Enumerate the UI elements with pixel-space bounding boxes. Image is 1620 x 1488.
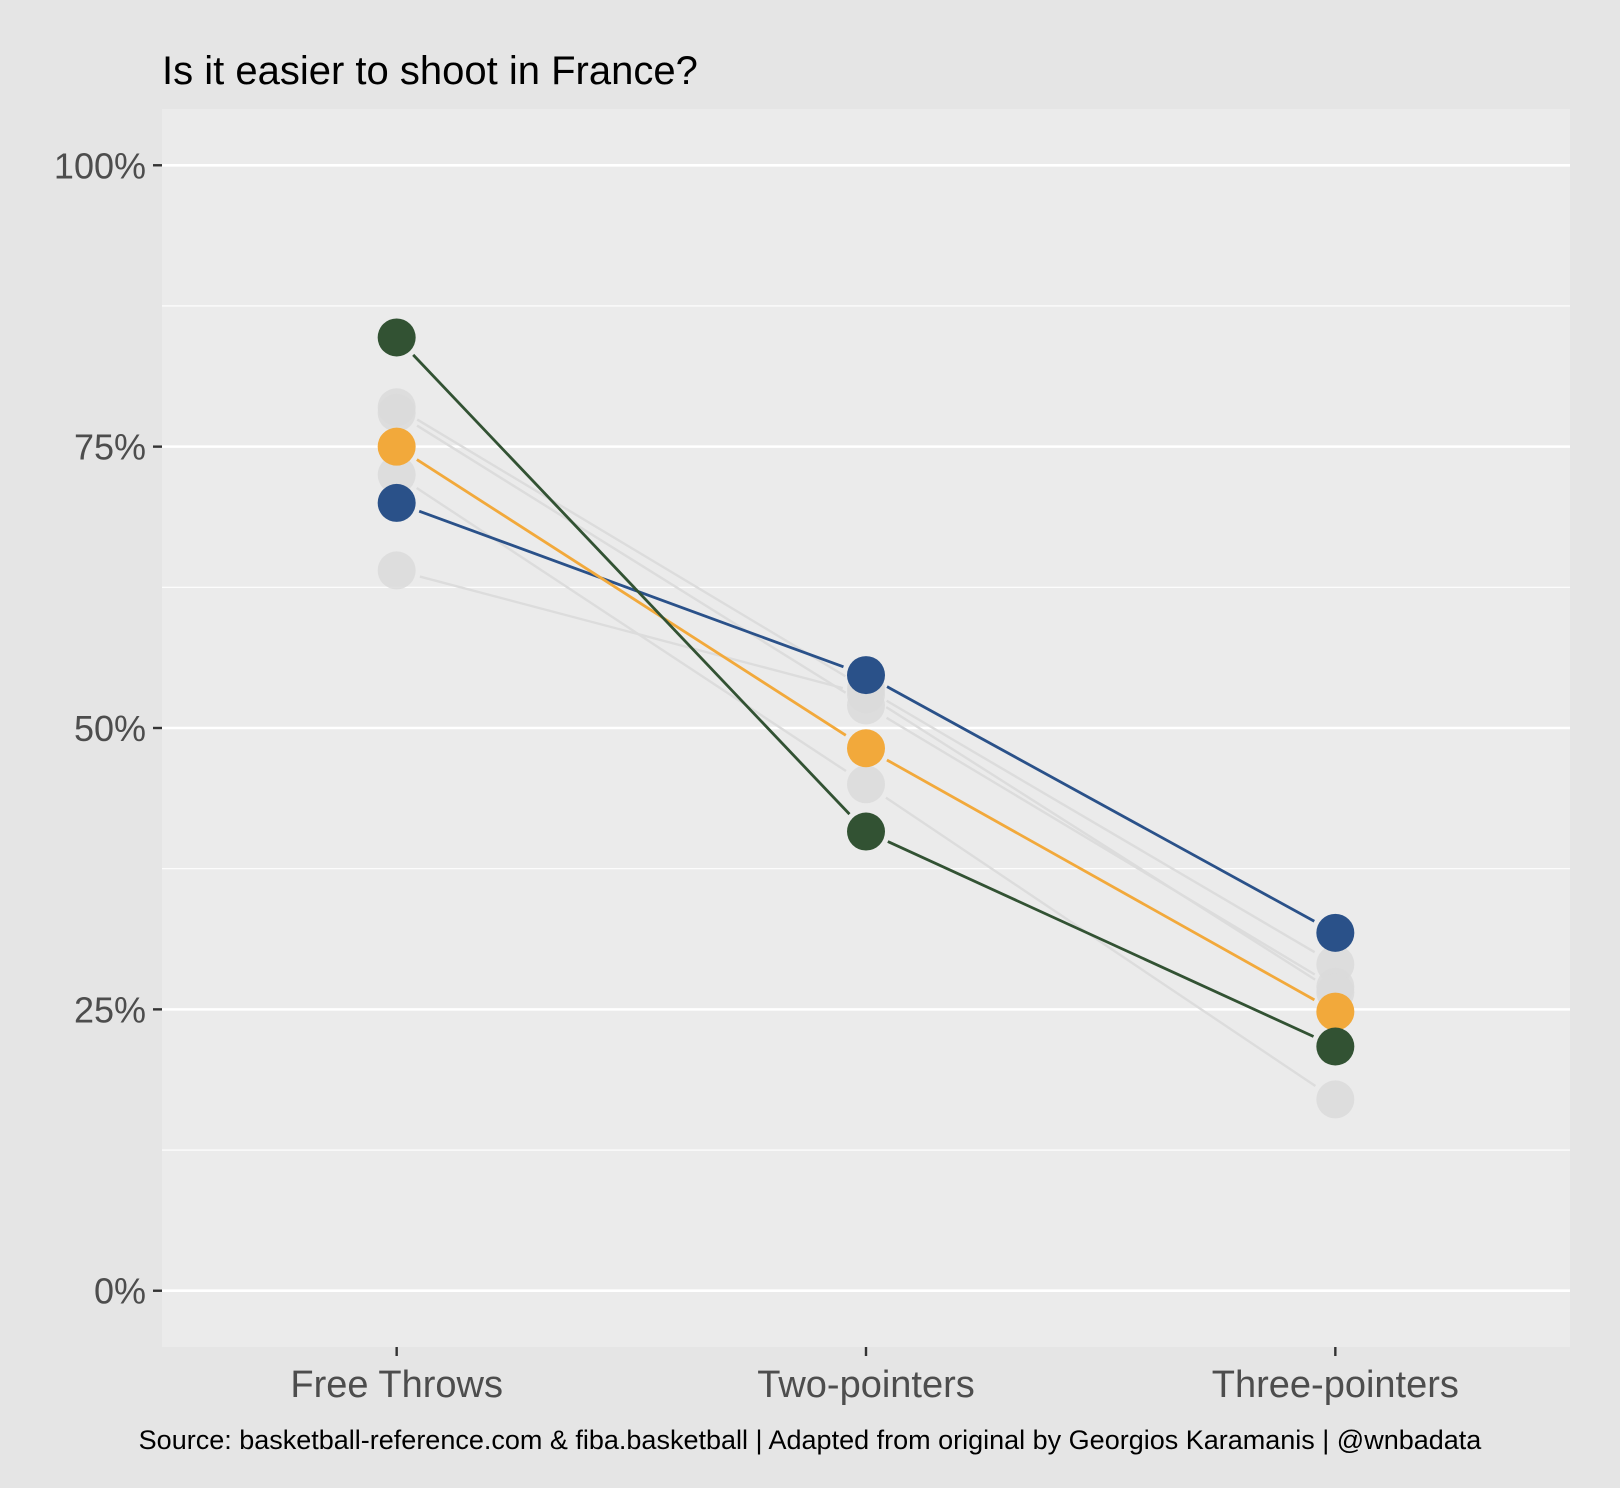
x-tick-label: Free Throws bbox=[290, 1364, 503, 1406]
series-line-segment bbox=[886, 758, 1316, 1002]
series-line-segment bbox=[886, 685, 1315, 923]
data-point bbox=[377, 551, 416, 590]
data-point bbox=[847, 656, 885, 695]
y-tick-label: 0% bbox=[94, 1271, 146, 1312]
data-point bbox=[377, 393, 416, 432]
data-point bbox=[847, 765, 885, 804]
y-tick-label: 50% bbox=[74, 708, 146, 749]
series-line-segment bbox=[412, 353, 851, 816]
data-point bbox=[1316, 992, 1355, 1031]
point-layer bbox=[377, 318, 1355, 1119]
series-line-segment bbox=[885, 706, 1316, 981]
x-tick-label: Two-pointers bbox=[757, 1364, 975, 1406]
data-point bbox=[847, 729, 885, 768]
series-line-segment bbox=[416, 418, 847, 678]
data-point bbox=[1316, 913, 1355, 952]
data-point bbox=[847, 812, 885, 851]
data-point bbox=[377, 318, 416, 357]
axis-layer: 0% 25% 50% 75% 100% Free Throws Two-pointers Th… bbox=[54, 145, 1459, 1406]
data-point bbox=[377, 455, 416, 494]
data-point bbox=[377, 427, 416, 466]
series-line-segment bbox=[885, 716, 1316, 976]
series-line-segment bbox=[416, 424, 847, 694]
x-tick-label: Three-pointers bbox=[1212, 1364, 1459, 1406]
series-line-segment bbox=[887, 840, 1315, 1038]
series-line-segment bbox=[418, 509, 844, 669]
series-line-segment bbox=[885, 796, 1317, 1088]
y-tick-label: 100% bbox=[54, 145, 146, 186]
chart-title: Is it easier to shoot in France? bbox=[162, 49, 698, 93]
series-line-segment bbox=[419, 575, 844, 690]
series-line-segment bbox=[886, 699, 1316, 954]
data-point bbox=[1316, 1080, 1355, 1119]
y-tick-label: 25% bbox=[74, 989, 146, 1030]
chart-caption: Source: basketball-reference.com & fiba.… bbox=[139, 1425, 1483, 1455]
data-point bbox=[1316, 1027, 1355, 1066]
y-tick-label: 75% bbox=[74, 427, 146, 468]
line-layer bbox=[412, 353, 1317, 1088]
series-line-segment bbox=[416, 458, 847, 737]
data-point bbox=[377, 483, 416, 522]
